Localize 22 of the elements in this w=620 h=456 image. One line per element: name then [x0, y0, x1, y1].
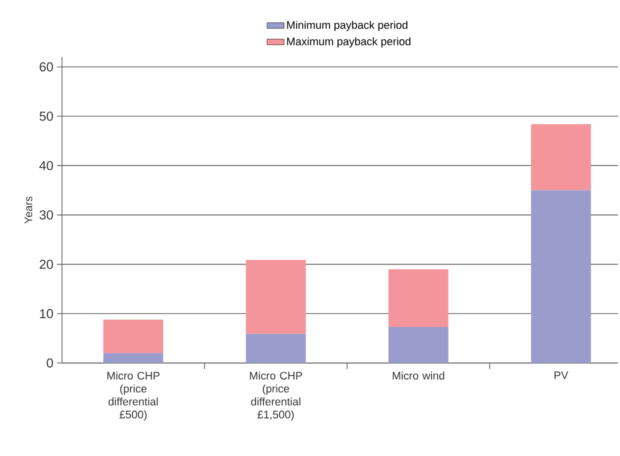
bar — [388, 326, 448, 363]
bar — [103, 320, 164, 354]
x-tick-label: Micro CHP (price differential £1,500) — [250, 372, 302, 421]
y-tick-label: 40 — [39, 160, 53, 170]
legend-label: Maximum payback period — [287, 37, 410, 48]
bar — [103, 353, 164, 363]
y-tick-label: 30 — [40, 210, 53, 220]
y-tick-label: 10 — [40, 309, 53, 318]
bar — [531, 124, 591, 190]
bar — [246, 260, 306, 334]
y-tick-label: 0 — [46, 358, 53, 368]
y-tick-label: 20 — [40, 260, 53, 269]
x-tick-label: PV — [554, 372, 568, 380]
x-tick-label: Micro CHP (price differential £500) — [107, 372, 160, 421]
x-tick-label: Micro wind — [392, 372, 444, 380]
bar — [246, 334, 306, 363]
legend-label: Minimum payback period — [287, 20, 408, 32]
y-tick-label: 60 — [40, 62, 53, 72]
y-tick-label: 50 — [40, 112, 53, 121]
bar — [388, 269, 448, 327]
y-axis-title: Years — [24, 196, 32, 224]
bar — [531, 190, 591, 363]
